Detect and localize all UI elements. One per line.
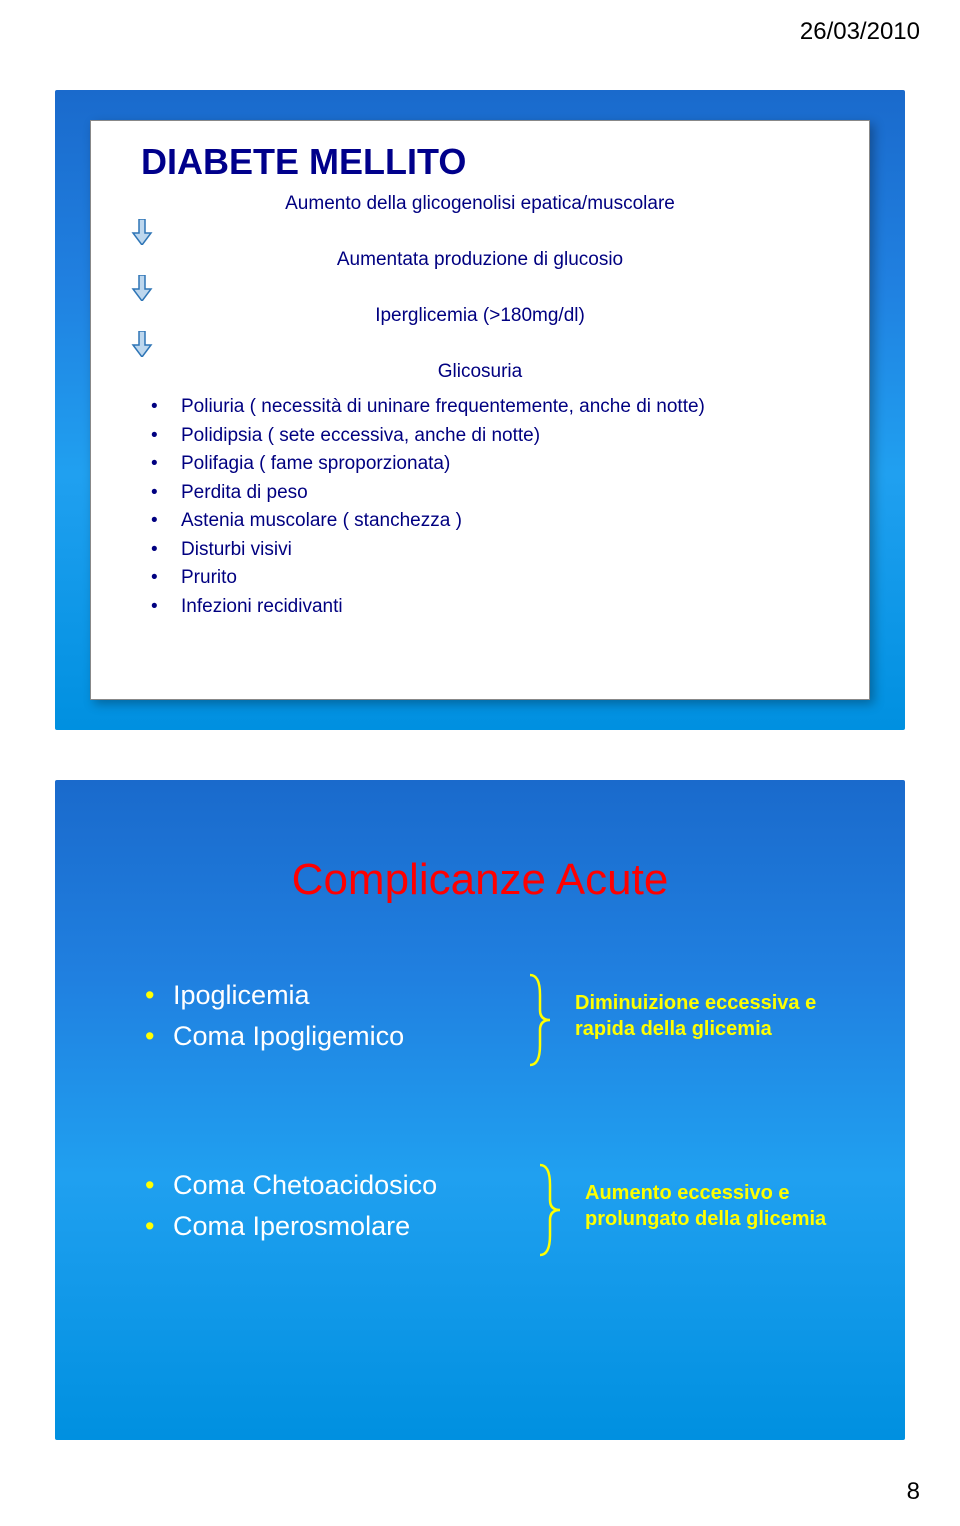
bullet-item: Prurito <box>181 564 829 593</box>
flow-text-4: Glicosuria <box>438 361 522 383</box>
group-2-label: Aumento eccessivo e prolungato della gli… <box>585 1180 865 1232</box>
bullet-item: Coma Ipogligemico <box>145 1016 404 1057</box>
bullet-item: Infezioni recidivanti <box>181 593 829 622</box>
arrow-down-icon <box>131 331 153 357</box>
brace-icon <box>525 970 555 1070</box>
group-2-bullets: Coma Chetoacidosico Coma Iperosmolare <box>145 1165 437 1246</box>
slide-2-title: Complicanze Acute <box>55 780 905 905</box>
flow-text-3: Iperglicemia (>180mg/dl) <box>375 305 585 327</box>
slide-1-card: DIABETE MELLITO Aumento della glicogenol… <box>90 120 870 700</box>
group-1-label: Diminuizione eccessiva e rapida della gl… <box>575 990 855 1042</box>
bullet-item: Coma Iperosmolare <box>145 1206 437 1247</box>
group-1-bullets: Ipoglicemia Coma Ipogligemico <box>145 975 404 1056</box>
arrow-down-icon <box>131 275 153 301</box>
bullet-item: Disturbi visivi <box>181 536 829 565</box>
bullet-item: Astenia muscolare ( stanchezza ) <box>181 507 829 536</box>
bullet-item: Coma Chetoacidosico <box>145 1165 437 1206</box>
slide-1: DIABETE MELLITO Aumento della glicogenol… <box>55 90 905 730</box>
slide-1-bullets: Poliuria ( necessità di uninare frequent… <box>181 393 829 621</box>
arrow-down-icon <box>131 219 153 245</box>
slide-2: Complicanze Acute Ipoglicemia Coma Ipogl… <box>55 780 905 1440</box>
flow-text-1: Aumento della glicogenolisi epatica/musc… <box>285 193 675 215</box>
bullet-item: Ipoglicemia <box>145 975 404 1016</box>
slide-2-content: Ipoglicemia Coma Ipogligemico Diminuizio… <box>55 975 905 1255</box>
brace-icon <box>535 1160 565 1260</box>
flow-text-2: Aumentata produzione di glucosio <box>337 249 623 271</box>
bullet-item: Poliuria ( necessità di uninare frequent… <box>181 393 829 422</box>
bullet-item: Perdita di peso <box>181 479 829 508</box>
page-number: 8 <box>907 1478 920 1506</box>
bullet-item: Polifagia ( fame sproporzionata) <box>181 450 829 479</box>
bullet-item: Polidipsia ( sete eccessiva, anche di no… <box>181 422 829 451</box>
date-header: 26/03/2010 <box>800 18 920 46</box>
slide-1-title: DIABETE MELLITO <box>141 141 829 183</box>
group-2: Coma Chetoacidosico Coma Iperosmolare Au… <box>105 1165 855 1255</box>
group-1: Ipoglicemia Coma Ipogligemico Diminuizio… <box>105 975 855 1065</box>
